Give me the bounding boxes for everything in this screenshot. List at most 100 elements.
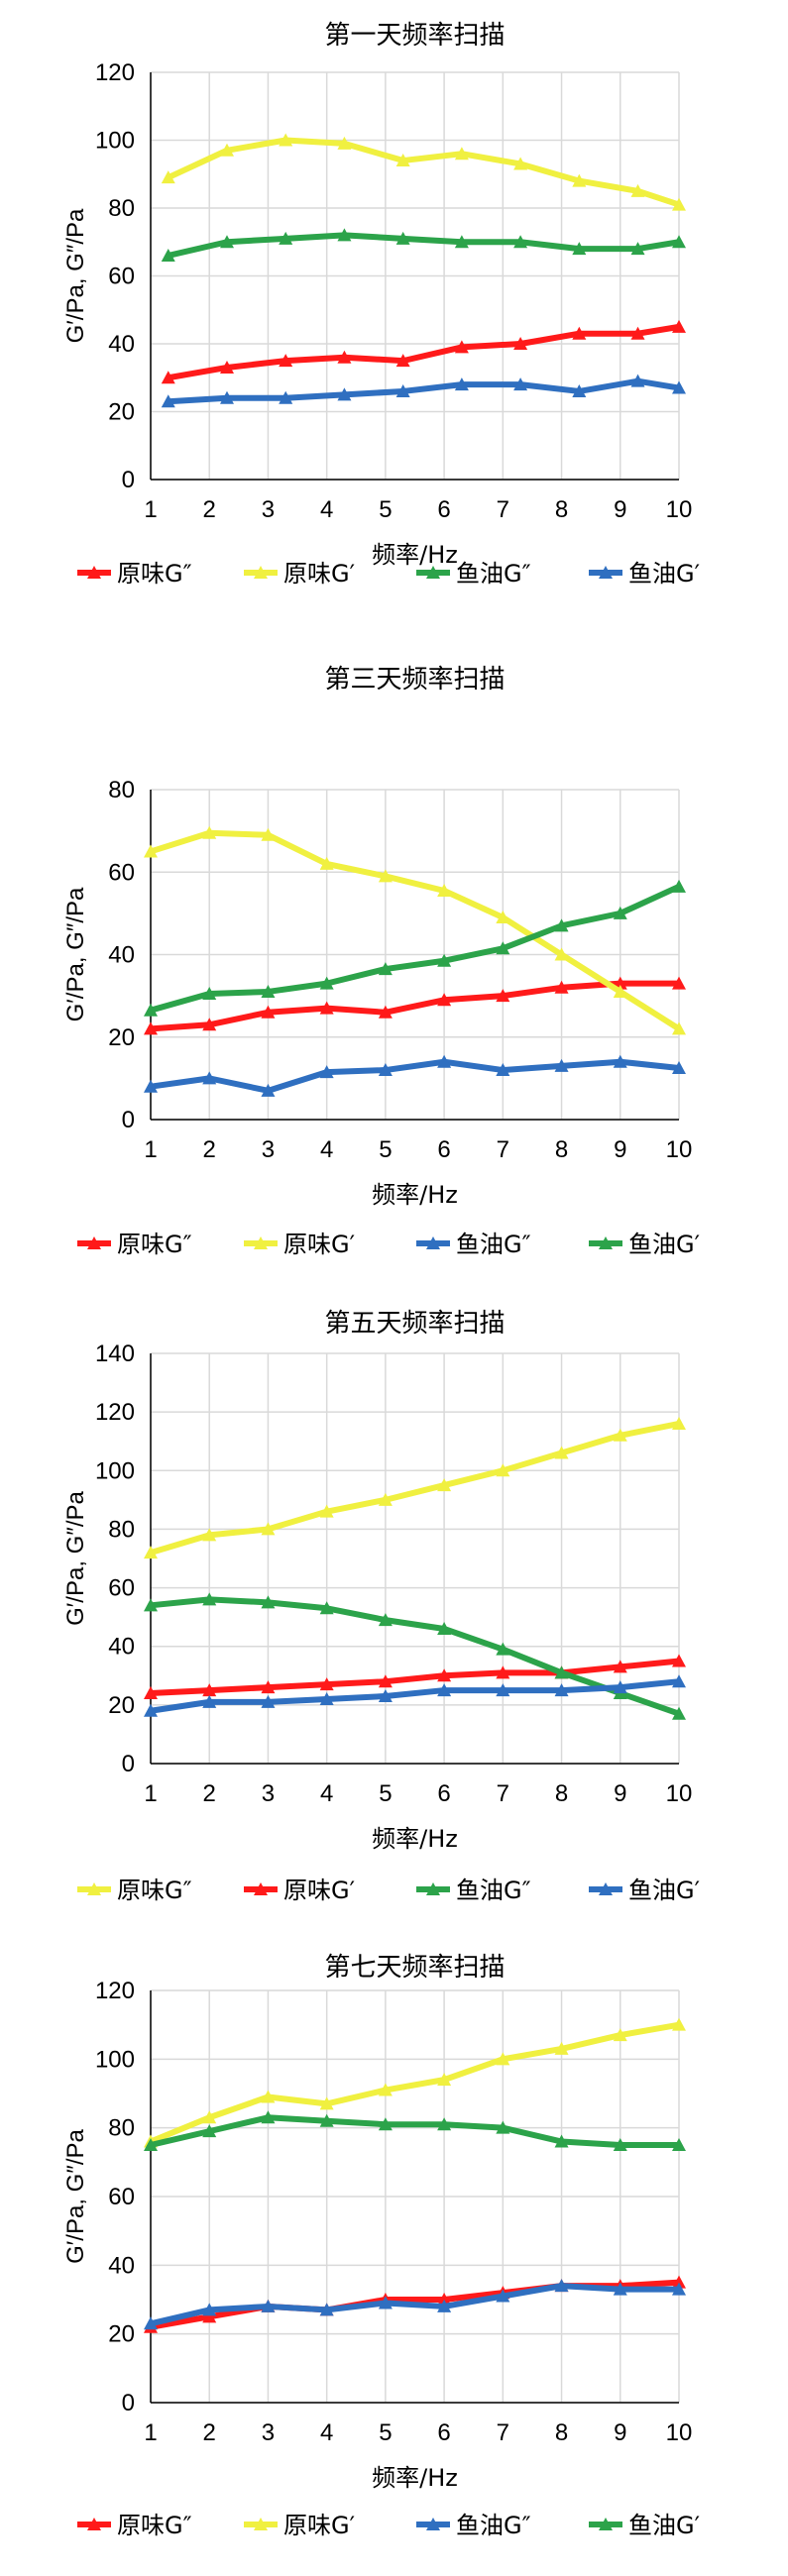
data-point [513,235,528,249]
x-axis-label: 频率/Hz [372,2464,458,2492]
data-point [395,354,410,368]
chart-title: 第三天频率扫描 [324,665,505,695]
x-tick-label: 9 [614,2419,626,2446]
legend-entry-2: 原味G′ [244,2512,355,2539]
data-point [672,879,686,893]
y-tick-label: 140 [95,1341,135,1367]
data-point [319,1504,334,1518]
x-tick-label: 4 [320,1780,333,1807]
y-tick-label: 20 [108,399,135,426]
y-tick-label: 80 [108,777,135,804]
x-tick-label: 1 [144,2419,157,2446]
legend-marker [254,566,268,579]
data-point [572,326,587,340]
data-point [554,1665,569,1679]
x-tick-label: 8 [555,1136,568,1163]
data-point [337,387,352,401]
chart-title: 第七天频率扫描 [324,1953,505,1983]
x-tick-label: 10 [666,496,693,523]
x-tick-label: 6 [437,496,450,523]
data-point [496,2120,510,2134]
data-point [613,1680,627,1694]
data-point [378,2083,393,2096]
data-point [672,976,686,990]
series-line [148,980,682,1032]
data-point [261,1680,276,1694]
y-axis-label: G′/Pa, G″/Pa [62,887,89,1021]
series-2 [144,2017,686,2148]
series-3 [144,1054,686,1097]
data-point [279,390,293,404]
data-point [672,2017,686,2031]
data-point [378,1688,393,1702]
chart-panel-1: 第一天频率扫描 0 20 40 60 80 100 120 1 2 3 4 5 6 7 8 9 10 G′/Pa, … [62,21,700,588]
data-point [144,2316,158,2330]
data-point [319,1601,334,1615]
series-line [165,323,682,381]
data-point [672,2282,686,2296]
series-line [165,137,682,208]
x-tick-label: 4 [320,2419,333,2446]
legend-marker [599,566,613,579]
series-4 [144,879,686,1017]
y-tick-label: 120 [95,1978,135,2004]
data-point [554,947,569,961]
y-tick-label: 0 [122,1107,135,1133]
x-tick-label: 6 [437,1780,450,1807]
data-point [630,326,645,340]
series-3 [161,228,686,262]
legend-marker [87,566,101,579]
data-point [319,856,334,870]
data-point [378,2117,393,2131]
data-point [261,1522,276,1536]
data-point [613,906,627,919]
series-4 [161,374,686,408]
data-point [437,2299,452,2312]
y-tick-label: 0 [122,467,135,493]
data-point [144,1079,158,1093]
data-point [554,1446,569,1459]
data-point [219,360,234,374]
legend-label: 鱼油G″ [456,2512,531,2539]
data-point [378,1613,393,1627]
data-point [144,1598,158,1612]
y-tick-label: 40 [108,2252,135,2279]
x-tick-label: 2 [203,1780,216,1807]
data-point [496,1665,510,1679]
legend-entry-2: 原味G′ [244,1877,355,1904]
data-point [202,2124,217,2138]
data-point [319,2303,334,2316]
legend-label: 原味G′ [283,2512,355,2539]
series-line [148,1678,682,1714]
x-tick-label: 3 [262,496,275,523]
data-point [144,1021,158,1035]
series-4 [144,1674,686,1717]
x-tick-label: 10 [666,1136,693,1163]
data-point [630,183,645,197]
data-point [261,1694,276,1708]
x-axis-label: 频率/Hz [372,1825,458,1853]
data-point [319,1691,334,1705]
data-point [437,2073,452,2087]
x-tick-label: 10 [666,1780,693,1807]
y-tick-label: 100 [95,2046,135,2073]
legend-entry-3: 鱼油G″ [416,1877,531,1904]
data-point [279,133,293,147]
data-point [454,147,469,161]
data-point [261,1005,276,1019]
data-point [144,844,158,858]
series-3 [144,1592,686,1720]
x-tick-label: 8 [555,1780,568,1807]
x-tick-label: 1 [144,1136,157,1163]
data-point [513,377,528,391]
legend-entry-3: 鱼油G″ [416,2512,531,2539]
data-point [437,1683,452,1697]
y-tick-label: 60 [108,2184,135,2210]
y-tick-label: 60 [108,1575,135,1602]
y-tick-label: 60 [108,264,135,290]
y-tick-label: 100 [95,1457,135,1484]
data-point [554,980,569,994]
data-point [672,1706,686,1720]
x-tick-label: 9 [614,496,626,523]
